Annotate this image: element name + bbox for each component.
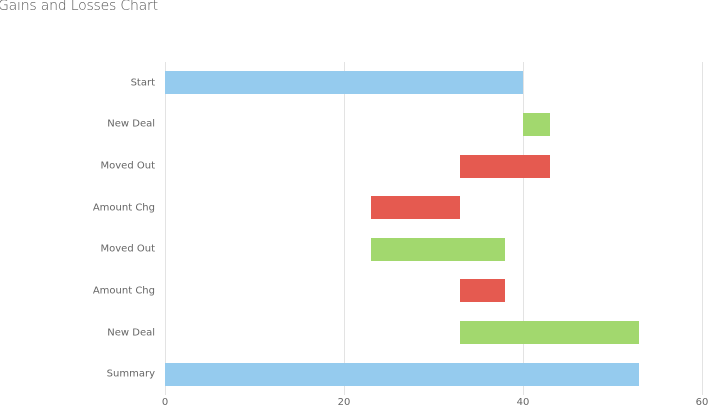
y-category-label: Summary [106, 368, 155, 380]
y-category-label: Moved Out [100, 160, 155, 172]
bar-loss[interactable] [460, 154, 550, 178]
bar-total[interactable] [165, 362, 640, 386]
y-category-label: Start [130, 77, 155, 89]
bar-total[interactable] [165, 71, 523, 95]
chart-title: Gains and Losses Chart [0, 0, 158, 14]
x-tick-label: 20 [337, 397, 351, 408]
gridline [702, 62, 703, 395]
bar-gain[interactable] [460, 321, 640, 345]
plot-area [165, 62, 703, 395]
bar-loss[interactable] [370, 196, 461, 220]
y-category-label: New Deal [107, 118, 155, 130]
gridline [165, 62, 166, 395]
gridline [344, 62, 345, 395]
gridline [523, 62, 524, 395]
x-tick-label: 60 [695, 397, 709, 408]
y-category-label: New Deal [107, 327, 155, 339]
y-category-label: Amount Chg [92, 202, 155, 214]
bar-gain[interactable] [523, 112, 550, 136]
x-tick-label: 0 [161, 397, 169, 408]
y-category-label: Amount Chg [92, 285, 155, 297]
y-category-label: Moved Out [100, 243, 155, 255]
x-tick-label: 40 [516, 397, 530, 408]
bar-loss[interactable] [460, 279, 506, 303]
bar-gain[interactable] [370, 237, 506, 261]
